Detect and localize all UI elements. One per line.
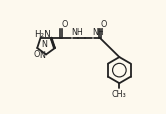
- Text: O: O: [33, 50, 40, 59]
- Text: NH: NH: [92, 28, 104, 37]
- Text: O: O: [100, 19, 107, 28]
- Text: N: N: [39, 50, 45, 59]
- Text: H₂N: H₂N: [34, 30, 51, 39]
- Text: O: O: [62, 19, 68, 28]
- Text: CH₃: CH₃: [112, 89, 127, 98]
- Text: NH: NH: [71, 28, 83, 37]
- Text: N: N: [42, 39, 47, 48]
